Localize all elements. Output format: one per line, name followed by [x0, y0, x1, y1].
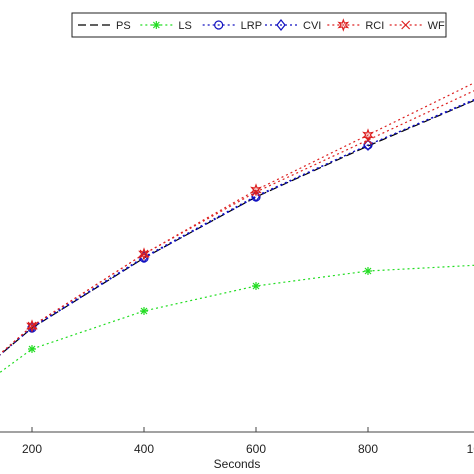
legend-label: RCI	[365, 20, 384, 32]
data-point	[139, 249, 149, 259]
legend-marker	[337, 18, 350, 32]
data-point	[27, 321, 37, 331]
legend-label: LS	[178, 20, 191, 32]
x-tick-label: 600	[246, 442, 266, 456]
x-tick-label: 200	[22, 442, 42, 456]
x-axis-label: Seconds	[214, 457, 261, 471]
legend-marker	[401, 20, 411, 30]
series-line	[0, 98, 474, 356]
legend-label: LRP	[241, 20, 262, 32]
data-point	[250, 183, 262, 197]
x-tick-label: 1000	[467, 442, 474, 456]
legend-marker	[214, 20, 224, 30]
data-point	[140, 307, 148, 315]
legend-label: PS	[116, 20, 131, 32]
legend-marker	[276, 19, 286, 31]
x-tick-label: 400	[134, 442, 154, 456]
data-point	[252, 282, 260, 290]
data-point	[251, 187, 261, 197]
data-point	[138, 247, 150, 261]
series-line	[0, 90, 474, 355]
data-point	[364, 267, 372, 275]
data-point	[363, 135, 373, 145]
legend-box	[71, 12, 447, 38]
series-line	[0, 264, 474, 374]
data-point	[28, 345, 36, 353]
legend-label: CVI	[303, 20, 321, 32]
legend-label: WF	[428, 20, 445, 32]
legend-marker	[152, 21, 161, 29]
x-tick-label: 800	[358, 442, 378, 456]
data-point	[26, 319, 38, 333]
